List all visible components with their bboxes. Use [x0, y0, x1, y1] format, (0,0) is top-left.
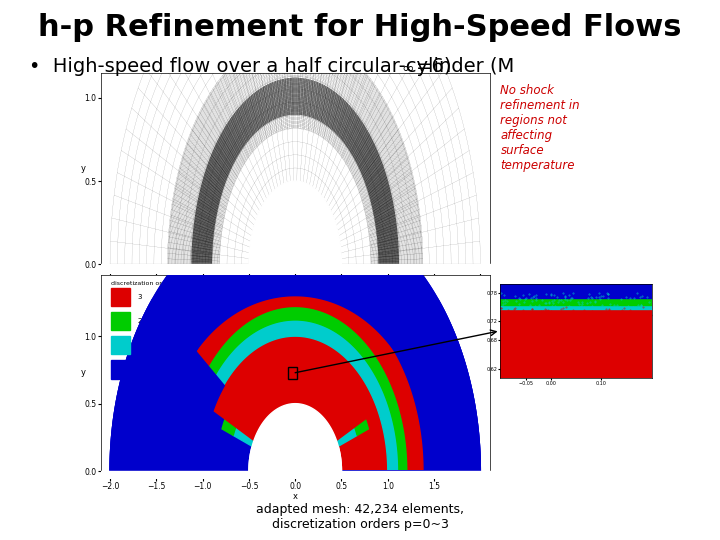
Text: 1: 1 — [138, 342, 143, 348]
Polygon shape — [249, 181, 341, 265]
Polygon shape — [192, 320, 399, 471]
Polygon shape — [450, 305, 677, 309]
Polygon shape — [215, 339, 376, 441]
Text: 0: 0 — [138, 367, 143, 373]
Polygon shape — [110, 299, 295, 471]
Polygon shape — [249, 404, 341, 471]
Polygon shape — [202, 336, 388, 471]
X-axis label: x: x — [293, 492, 297, 502]
Polygon shape — [325, 369, 369, 435]
Bar — [111, 312, 130, 330]
Polygon shape — [110, 0, 480, 265]
Polygon shape — [110, 201, 480, 471]
Bar — [288, 367, 297, 379]
X-axis label: x: x — [293, 287, 297, 296]
Text: •  High-speed flow over a half circular-cylinder (M: • High-speed flow over a half circular-c… — [29, 57, 514, 76]
Polygon shape — [450, 298, 677, 305]
Text: No shock
refinement in
regions not
affecting
surface
temperature: No shock refinement in regions not affec… — [500, 84, 580, 172]
Text: adapted mesh: 42,234 elements,: adapted mesh: 42,234 elements, — [256, 503, 464, 516]
Text: discretization order (p): discretization order (p) — [111, 281, 183, 287]
Polygon shape — [295, 299, 480, 471]
Polygon shape — [450, 246, 677, 378]
Y-axis label: y: y — [81, 368, 86, 377]
Text: =6): =6) — [415, 57, 452, 76]
Polygon shape — [249, 404, 341, 471]
Bar — [111, 361, 130, 379]
Text: discretization orders p=0~3: discretization orders p=0~3 — [271, 518, 449, 531]
Text: 2: 2 — [138, 318, 142, 324]
Text: 3: 3 — [138, 294, 143, 300]
Text: h-p Refinement for High-Speed Flows: h-p Refinement for High-Speed Flows — [38, 14, 682, 43]
Polygon shape — [182, 307, 408, 471]
Y-axis label: y: y — [81, 164, 86, 173]
Polygon shape — [316, 384, 357, 446]
Bar — [111, 287, 130, 306]
Polygon shape — [168, 285, 423, 471]
Polygon shape — [233, 384, 274, 446]
Polygon shape — [450, 309, 677, 378]
Text: ∞: ∞ — [402, 60, 415, 76]
Polygon shape — [222, 369, 265, 435]
Bar — [111, 336, 130, 354]
Polygon shape — [450, 312, 677, 378]
Polygon shape — [110, 201, 480, 471]
Polygon shape — [450, 246, 677, 298]
